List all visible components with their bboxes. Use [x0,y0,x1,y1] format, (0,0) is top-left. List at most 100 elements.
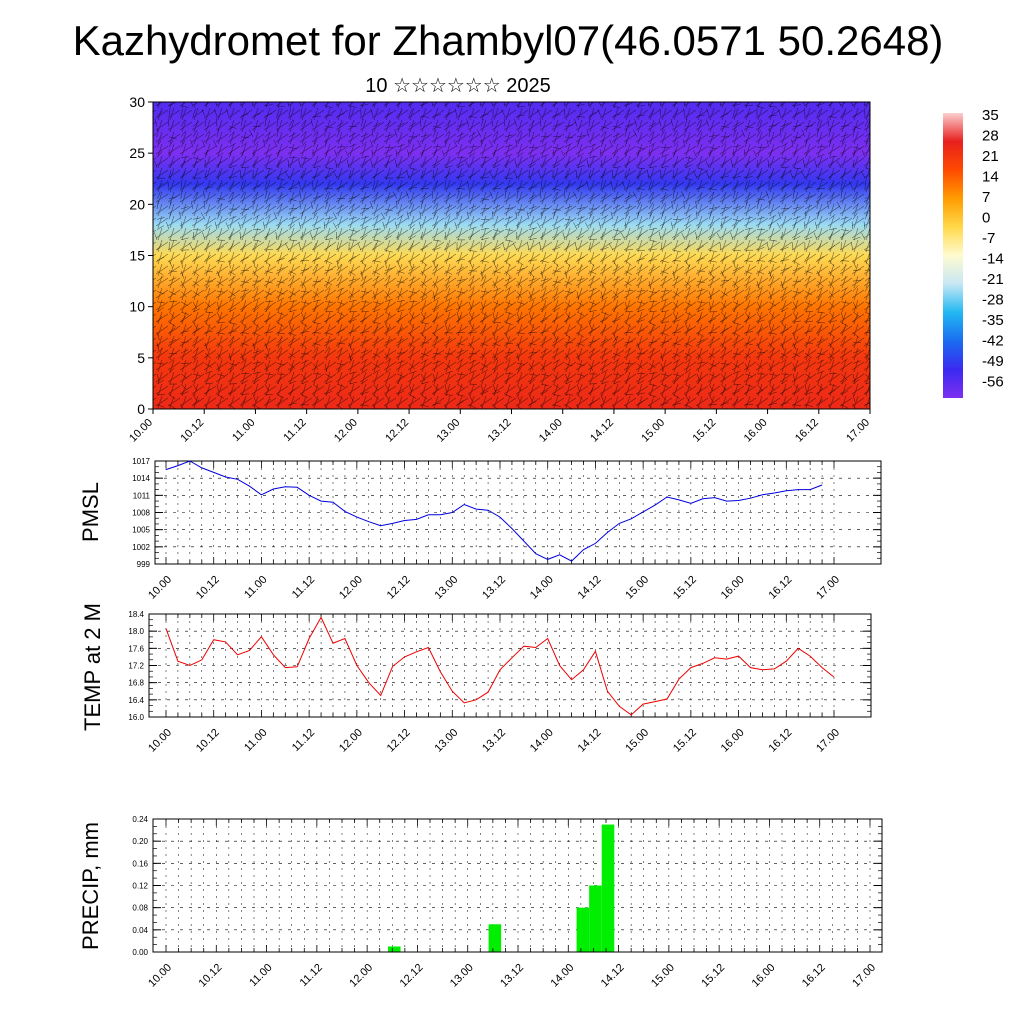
x-tick-label: 13.00 [432,574,460,602]
x-tick-label: 10.12 [194,727,222,755]
colorbar-label: -21 [982,271,1004,288]
x-tick-label: 13.12 [480,727,508,755]
x-tick-label: 10.00 [146,574,174,602]
precip-ylabel: PRECIP, mm [78,822,103,950]
x-tick-label: 11.12 [298,962,325,989]
x-tick-label: 14.12 [599,962,627,990]
x-tick-label: 16.12 [766,727,794,755]
heatmap-x-tick-label: 11.00 [230,417,257,444]
heatmap-x-tick-label: 16.12 [793,417,821,445]
x-tick-label: 10.00 [146,962,174,990]
colorbar-label: 0 [982,210,990,227]
page-title: Kazhydromet for Zhambyl07(46.0571 50.264… [73,17,944,64]
heatmap-x-tick-label: 10.00 [127,417,155,445]
heatmap-x-tick-label: 11.12 [281,417,308,444]
heatmap-x-tick-label: 17.00 [844,417,872,445]
x-tick-label: 14.00 [528,727,556,755]
pmsl-series-line [166,461,822,561]
heatmap-x-tick-label: 10.12 [178,417,206,445]
heatmap-x-tick-label: 12.12 [383,417,411,445]
colorbar-label: 21 [982,148,999,165]
colorbar-strip [943,113,963,398]
x-tick-label: 16.12 [766,574,794,602]
x-tick-label: 17.00 [814,574,842,602]
x-tick-label: 10.12 [196,962,224,990]
pmsl-ylabel: PMSL [78,482,103,542]
heatmap-y-tick-label: 5 [137,350,145,366]
colorbar-label: 35 [982,107,999,124]
x-tick-label: 12.12 [385,727,413,755]
temp-series-line [166,617,834,715]
colorbar-label: 7 [982,189,990,206]
heatmap-y-tick-label: 25 [129,145,145,161]
x-tick-label: 14.00 [528,574,556,602]
y-tick-label: 1017 [132,457,150,466]
colorbar-label: -42 [982,333,1004,350]
x-tick-label: 12.00 [337,727,365,755]
y-tick-label: 0.00 [132,948,148,957]
x-tick-label: 16.12 [800,962,828,990]
precip-panel: 0.24 0.20 0.16 0.12 0.08 0.04 0.00 10.00 10.12 11… [78,815,882,990]
heatmap-y-tick-label: 20 [129,196,145,212]
precip-bar [388,946,401,952]
x-tick-label: 17.00 [850,962,878,990]
x-tick-label: 11.12 [290,727,317,754]
y-tick-label: 0.04 [132,926,148,935]
colorbar-label: -7 [982,230,995,247]
x-tick-label: 14.12 [576,574,604,602]
precip-bar [602,825,615,952]
x-tick-label: 10.00 [146,727,174,755]
y-tick-label: 1008 [132,509,150,518]
y-tick-label: 0.24 [132,815,148,824]
x-tick-label: 13.00 [432,727,460,755]
colorbar-label: -28 [982,292,1004,309]
x-tick-label: 14.12 [576,727,604,755]
x-tick-label: 17.00 [814,727,842,755]
heatmap-y-tick-label: 10 [129,299,145,315]
colorbar-label: 28 [982,128,999,145]
y-tick-label: 1002 [132,543,150,552]
y-tick-label: 0.20 [132,837,148,846]
x-tick-label: 13.12 [480,574,508,602]
y-tick-label: 1005 [132,526,150,535]
x-tick-label: 11.00 [242,727,269,754]
x-tick-label: 12.12 [385,574,413,602]
heatmap-x-tick-label: 13.00 [434,417,462,445]
y-tick-label: 0.16 [132,859,148,868]
x-tick-label: 11.12 [290,574,317,601]
heatmap-x-tick-label: 13.12 [486,417,514,445]
x-tick-label: 11.00 [247,962,274,989]
colorbar-label: -35 [982,312,1004,329]
colorbar-label: -14 [982,251,1004,268]
x-tick-label: 16.00 [719,727,747,755]
y-tick-label: 16.0 [128,713,144,722]
y-tick-label: 0.08 [132,904,148,913]
page-subtitle: 10 ☆☆☆☆☆☆ 2025 [365,75,550,97]
temp-ylabel: TEMP at 2 M [80,603,105,731]
y-tick-label: 16.8 [128,679,144,688]
y-tick-label: 0.12 [132,882,148,891]
x-tick-label: 15.00 [623,574,651,602]
heatmap-y-tick-label: 30 [129,94,145,110]
x-tick-label: 12.00 [347,962,375,990]
x-tick-label: 15.12 [671,574,699,602]
precip-bar [589,886,602,953]
y-tick-label: 17.6 [128,644,144,653]
y-tick-label: 1011 [133,491,151,500]
heatmap-y-tick-label: 15 [129,248,145,264]
wind-barbs-overlay [153,98,873,413]
x-tick-label: 12.12 [398,962,426,990]
x-tick-label: 15.12 [699,962,727,990]
colorbar-label: -56 [982,374,1004,391]
y-tick-label: 16.4 [128,696,144,705]
heatmap-x-tick-label: 15.00 [639,417,667,445]
precip-bar [489,924,502,952]
heatmap-x-tick-label: 12.00 [332,417,360,445]
x-tick-label: 12.00 [337,574,365,602]
y-tick-label: 18.0 [128,627,144,636]
